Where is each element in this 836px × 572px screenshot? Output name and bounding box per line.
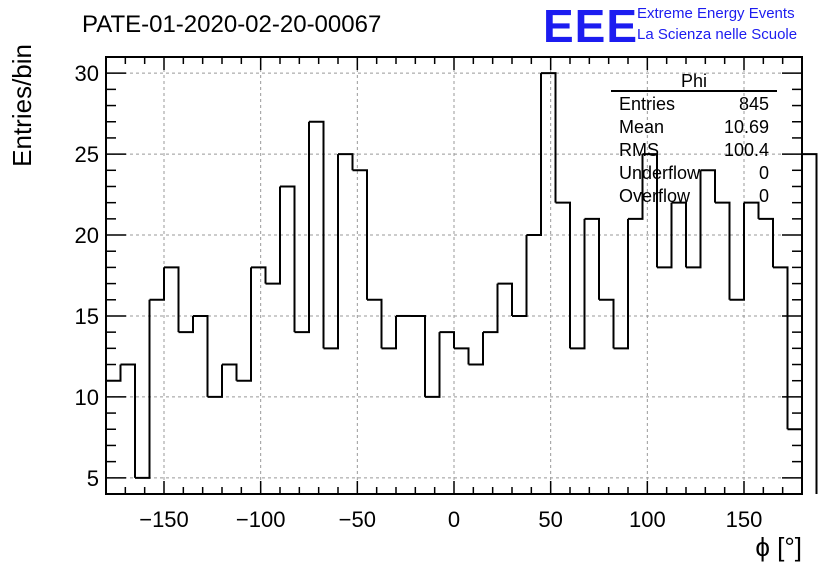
histogram-bin bbox=[193, 314, 209, 397]
histogram-bin bbox=[222, 363, 238, 381]
histogram-bin bbox=[352, 169, 368, 300]
histogram-bin bbox=[236, 267, 252, 382]
histogram-bin bbox=[323, 154, 339, 350]
stats-value: 0 bbox=[759, 163, 769, 183]
histogram-bin bbox=[657, 202, 673, 269]
histogram-bin bbox=[700, 169, 716, 203]
stats-title: Phi bbox=[681, 71, 707, 91]
stats-label: Entries bbox=[619, 94, 675, 114]
histogram-bin bbox=[773, 266, 789, 430]
grid-lines bbox=[106, 57, 802, 494]
histogram-bin bbox=[512, 235, 528, 317]
org-subtitle: La Scienza nelle Scuole bbox=[637, 26, 797, 43]
tick-labels: −150 −100 −50 0 50 100 150 5 10 15 20 25 30 bbox=[75, 61, 763, 532]
x-tick-label: 50 bbox=[538, 507, 562, 532]
stats-value: 100.4 bbox=[724, 140, 769, 160]
histogram-bin bbox=[526, 73, 542, 237]
histogram-bin bbox=[454, 347, 470, 365]
axis-ticks bbox=[105, 56, 803, 495]
histogram-bin bbox=[686, 170, 702, 269]
y-tick-label: 10 bbox=[75, 385, 99, 410]
x-tick-label: 100 bbox=[629, 507, 666, 532]
histogram-bin bbox=[744, 201, 760, 219]
stats-label: Overflow bbox=[619, 186, 691, 206]
histogram-bin bbox=[135, 299, 151, 479]
histogram-bin bbox=[758, 217, 774, 268]
histogram-bin bbox=[642, 153, 658, 268]
stats-value: 845 bbox=[739, 94, 769, 114]
y-tick-label: 20 bbox=[75, 223, 99, 248]
histogram-bin bbox=[207, 364, 223, 398]
histogram-bin bbox=[787, 154, 803, 431]
x-tick-label: −50 bbox=[339, 507, 376, 532]
histogram-bin bbox=[120, 363, 136, 478]
histogram-bin bbox=[468, 332, 484, 366]
stats-value: 0 bbox=[759, 186, 769, 206]
histogram-bin bbox=[555, 201, 571, 349]
histogram-bin bbox=[265, 186, 281, 285]
y-axis-title: Entries/bin bbox=[7, 44, 37, 167]
stats-label: Underflow bbox=[619, 163, 701, 183]
histogram-bin bbox=[570, 218, 586, 350]
histogram-bin bbox=[410, 314, 426, 397]
x-tick-label: 0 bbox=[448, 507, 460, 532]
org-name: Extreme Energy Events bbox=[637, 5, 795, 22]
plot-frame bbox=[105, 56, 803, 495]
histogram-bin bbox=[541, 72, 557, 203]
stats-label: Mean bbox=[619, 117, 664, 137]
histogram-bin bbox=[628, 154, 644, 220]
histogram-bin bbox=[338, 153, 354, 171]
histogram-bin bbox=[294, 121, 310, 334]
histogram-bin bbox=[599, 298, 615, 349]
histogram-bin bbox=[613, 218, 629, 350]
y-tick-label: 30 bbox=[75, 61, 99, 86]
histogram-bin bbox=[483, 283, 499, 334]
histogram-bin bbox=[715, 201, 731, 300]
histogram-bin bbox=[309, 120, 325, 349]
histogram-series bbox=[105, 72, 818, 494]
histogram-bin bbox=[381, 315, 397, 350]
y-tick-label: 5 bbox=[87, 466, 99, 491]
histogram-bin bbox=[497, 282, 513, 316]
x-tick-label: −150 bbox=[139, 507, 189, 532]
histogram-bin bbox=[280, 185, 296, 333]
eee-logo: EEE bbox=[543, 0, 638, 52]
x-tick-label: −100 bbox=[236, 507, 286, 532]
stats-value: 10.69 bbox=[724, 117, 769, 137]
histogram-bin bbox=[671, 201, 687, 268]
histogram-bin bbox=[178, 315, 194, 334]
histogram-bin bbox=[802, 153, 818, 494]
histogram-bin bbox=[729, 202, 745, 301]
histogram-bin bbox=[367, 298, 383, 349]
stats-box: Phi Entries 845 Mean 10.69 RMS 100.4 Underflow… bbox=[611, 71, 777, 206]
histogram-bin bbox=[584, 217, 600, 300]
histogram-bin bbox=[164, 266, 180, 333]
chart-title: PATE-01-2020-02-20-00067 bbox=[82, 11, 381, 38]
histogram-bin bbox=[149, 267, 165, 301]
histogram-bin bbox=[425, 332, 441, 398]
y-tick-label: 25 bbox=[75, 142, 99, 167]
x-tick-label: 150 bbox=[726, 507, 763, 532]
stats-label: RMS bbox=[619, 140, 659, 160]
x-axis-title: ϕ [°] bbox=[755, 532, 802, 562]
y-tick-label: 15 bbox=[75, 304, 99, 329]
histogram-bin bbox=[439, 331, 455, 349]
histogram-bin bbox=[251, 266, 267, 284]
